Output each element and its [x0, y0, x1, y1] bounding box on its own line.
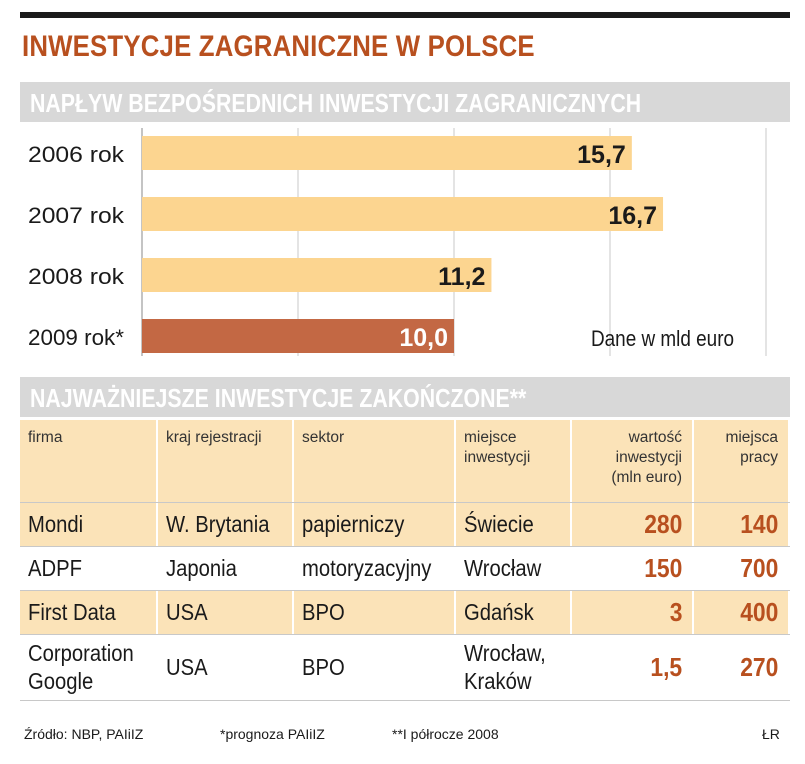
section-header-key-investments: NAJWAŻNIEJSZE INWESTYCJE ZAKOŃCZONE** [20, 377, 790, 417]
section-title: NAJWAŻNIEJSZE INWESTYCJE ZAKOŃCZONE** [30, 383, 527, 413]
cell-value: BPO [302, 654, 345, 680]
table-cell: motoryzacyjny [294, 546, 456, 590]
category-label: 2007 rok [28, 203, 125, 228]
fdi-bar-chart: 2006 rok 15,7 2007 rok 16,7 2008 rok 11,2 2009… [20, 128, 790, 369]
cell-value: Japonia [166, 555, 237, 581]
bar [142, 197, 664, 231]
column-header: sektor [294, 420, 456, 502]
cell-value: First Data [28, 599, 116, 625]
cell-value: Wrocław, Kraków [464, 640, 546, 694]
table-row: ADPF Japonia motoryzacyjny Wrocław 150 700 [20, 546, 790, 590]
numeric-cell: 1,5 [572, 634, 694, 700]
category-label: 2008 rok [28, 264, 125, 289]
cell-value: 1,5 [650, 652, 682, 682]
value-label: 16,7 [608, 202, 657, 230]
section-header-fdi-inflow: NAPŁYW BEZPOŚREDNICH INWESTYCJI ZAGRANIC… [20, 82, 790, 122]
cell-value: ADPF [28, 555, 82, 581]
cell-value: 140 [739, 509, 778, 539]
cell-value: BPO [302, 599, 345, 625]
column-header: miejsca pracy [694, 420, 790, 502]
table-cell: Mondi [20, 502, 158, 546]
table-cell: USA [158, 634, 294, 700]
author-initials: ŁR [762, 726, 780, 742]
row-divider [20, 700, 790, 701]
column-header-label: sektor [302, 429, 345, 446]
column-header: firma [20, 420, 158, 502]
cell-value: Gdańsk [464, 599, 534, 625]
top-rule [20, 12, 790, 18]
row-divider [20, 502, 790, 503]
table-row: Mondi W. Brytania papierniczy Świecie 280 140 [20, 502, 790, 546]
table-cell: First Data [20, 590, 158, 634]
category-label: 2006 rok [28, 142, 125, 167]
table-cell: BPO [294, 634, 456, 700]
column-header-label: kraj rejestracji [166, 429, 262, 446]
bar [142, 136, 632, 170]
table-cell: ADPF [20, 546, 158, 590]
numeric-cell: 3 [572, 590, 694, 634]
cell-value: 280 [643, 509, 682, 539]
period-note: **I półrocze 2008 [392, 726, 499, 742]
cell-value: Corporation Google [28, 640, 134, 694]
table-row: Corporation Google USA BPO Wrocław, Kraków 1… [20, 634, 790, 700]
column-header-label: wartość inwestycji (mln euro) [611, 429, 682, 486]
bar [142, 319, 454, 353]
numeric-cell: 140 [694, 502, 790, 546]
table-cell: USA [158, 590, 294, 634]
cell-value: W. Brytania [166, 511, 270, 537]
numeric-cell: 700 [694, 546, 790, 590]
cell-value: Wrocław [464, 555, 542, 581]
row-divider [20, 546, 790, 547]
row-divider [20, 590, 790, 591]
cell-value: 400 [739, 597, 778, 627]
column-header-label: miejsce inwestycji [464, 429, 531, 466]
table-cell: Gdańsk [456, 590, 572, 634]
table-cell: papierniczy [294, 502, 456, 546]
unit-note: Dane w mld euro [591, 326, 735, 351]
numeric-cell: 270 [694, 634, 790, 700]
section-title: NAPŁYW BEZPOŚREDNICH INWESTYCJI ZAGRANIC… [30, 88, 642, 118]
cell-value: USA [166, 654, 208, 680]
page-title: INWESTYCJE ZAGRANICZNE W POLSCE [22, 30, 535, 63]
cell-value: 3 [669, 597, 682, 627]
table-cell: W. Brytania [158, 502, 294, 546]
value-label: 11,2 [438, 263, 485, 291]
table-cell: Świecie [456, 502, 572, 546]
table-cell: Japonia [158, 546, 294, 590]
table-cell: Wrocław, Kraków [456, 634, 572, 700]
cell-value: Świecie [464, 511, 534, 537]
bar [142, 258, 492, 292]
row-divider [20, 634, 790, 635]
cell-value: 700 [739, 553, 778, 583]
investments-table: firma kraj rejestracji sektor miejsce inwes… [20, 420, 790, 701]
cell-value: 150 [643, 553, 682, 583]
cell-value: 270 [739, 652, 778, 682]
cell-value: papierniczy [302, 511, 405, 537]
numeric-cell: 400 [694, 590, 790, 634]
numeric-cell: 280 [572, 502, 694, 546]
value-label: 15,7 [577, 141, 626, 169]
forecast-note: *prognoza PAIiIZ [220, 726, 325, 742]
source-note: Źródło: NBP, PAIiIZ [24, 726, 144, 742]
table-cell: Wrocław [456, 546, 572, 590]
cell-value: USA [166, 599, 208, 625]
table-cell: BPO [294, 590, 456, 634]
value-label: 10,0 [399, 324, 448, 352]
column-header: kraj rejestracji [158, 420, 294, 502]
column-header-label: firma [28, 429, 63, 446]
footer: Źródło: NBP, PAIiIZ *prognoza PAIiIZ **I… [24, 726, 784, 746]
cell-value: Mondi [28, 511, 84, 537]
cell-value: motoryzacyjny [302, 555, 432, 581]
column-header: wartość inwestycji (mln euro) [572, 420, 694, 502]
table-header-row: firma kraj rejestracji sektor miejsce inwes… [20, 420, 790, 502]
column-header-label: miejsca pracy [725, 429, 778, 466]
category-label: 2009 rok* [28, 325, 124, 350]
table-row: First Data USA BPO Gdańsk 3 400 [20, 590, 790, 634]
numeric-cell: 150 [572, 546, 694, 590]
column-header: miejsce inwestycji [456, 420, 572, 502]
table-cell: Corporation Google [20, 634, 158, 700]
